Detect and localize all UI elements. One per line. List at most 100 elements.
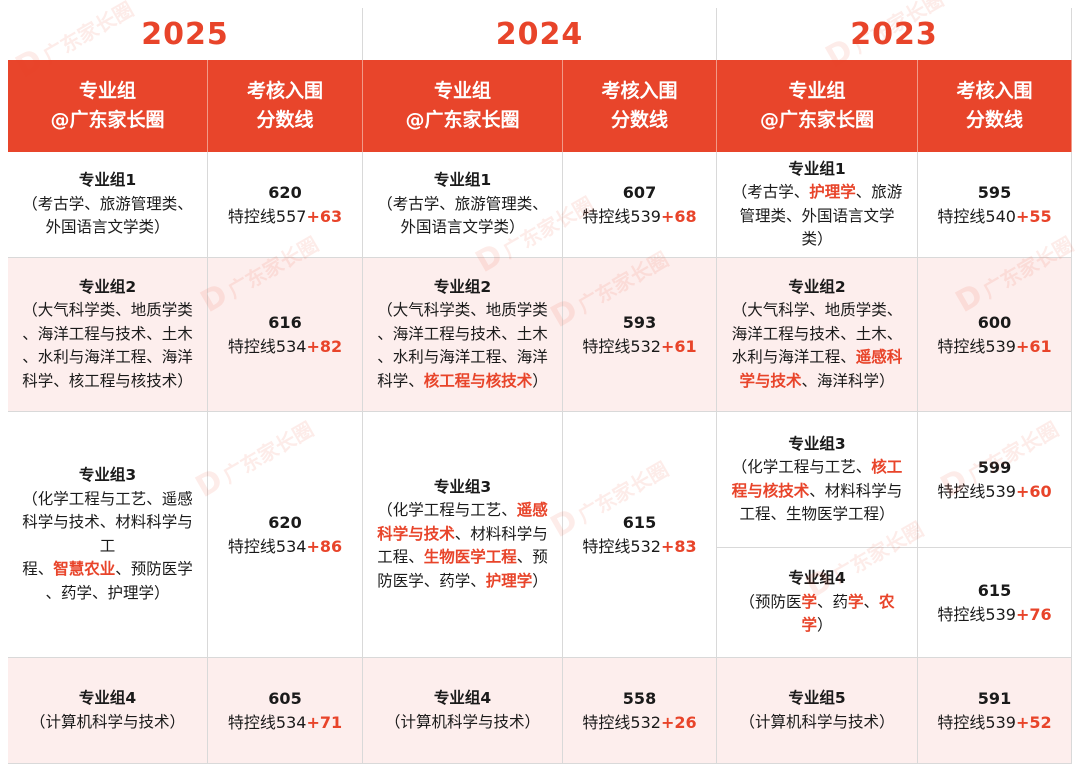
admission-score: 616 [268, 312, 302, 332]
subject-line: 、海洋工程与技术、土木 [377, 324, 548, 343]
admission-score: 595 [977, 182, 1012, 202]
admission-score: 620 [268, 512, 302, 532]
subject-line: （计算机科学与技术） [29, 712, 185, 731]
subject-line: 外国语言文学类） [400, 218, 525, 237]
admission-score: 605 [268, 688, 302, 708]
year-label: 2023 [850, 16, 938, 52]
subject-line: 科学、核工程与核技术） [377, 371, 548, 390]
year-label: 2024 [495, 16, 584, 52]
score-margin: 特控线539+52 [937, 711, 1051, 735]
margin-above-line: +76 [1015, 604, 1052, 624]
group-cell: 专业组3 （化学工程与工艺、遥感科学与技术、材料科学与工程、智慧农业、预防医学 、药… [8, 412, 208, 658]
score-cell: 605 特控线534+71 [208, 658, 363, 764]
group-cell: 专业组5 （计算机科学与技术） [717, 658, 918, 764]
score-margin: 特控线539+60 [937, 480, 1051, 504]
score-cell: 620 特控线557+63 [208, 152, 363, 258]
year-header: 2024 [363, 8, 717, 60]
control-line: 特控线534 [227, 336, 307, 356]
control-line: 特控线539 [937, 481, 1016, 501]
score-column-header: 考核入围 分数线 [208, 60, 363, 152]
group-cell: 专业组3 （化学工程与工艺、遥感 科学与技术、材料科学与 工程、生物医学工程、预 防医学… [363, 412, 563, 658]
control-line: 特控线532 [582, 712, 661, 732]
group-name: 专业组1 [78, 171, 137, 190]
score-cell: 615 特控线539+76 [918, 548, 1072, 658]
group-name: 专业组2 [433, 277, 492, 296]
subject-line: （化学工程与工艺、遥感 [377, 501, 548, 520]
subject-line: （考古学、旅游管理类、 [377, 194, 548, 213]
subject-line: （大气科学、地质学类、 [731, 301, 903, 320]
control-line: 特控线539 [937, 336, 1016, 356]
year-header: 2025 [8, 8, 363, 60]
group-cell: 专业组3 （化学工程与工艺、核工 程与核技术、材料科学与 工程、生物医学工程） [717, 412, 918, 548]
group-column-header: 专业组 @广东家长圈 [363, 60, 563, 152]
group-cell: 专业组1 （考古学、护理学、旅游 管理类、外国语言文学 类） [717, 152, 918, 258]
score-cell: 599 特控线539+60 [918, 412, 1072, 548]
margin-above-line: +52 [1015, 712, 1052, 732]
admission-score: 558 [622, 688, 657, 708]
subject-line: 程与核技术、材料科学与 [731, 481, 903, 500]
admission-score: 615 [622, 512, 657, 532]
margin-above-line: +71 [306, 712, 343, 732]
group-name: 专业组4 [788, 569, 846, 588]
margin-above-line: +68 [660, 206, 697, 226]
score-margin: 特控线534+82 [228, 335, 342, 359]
subject-line: 、水利与海洋工程、海洋 [377, 348, 548, 367]
control-line: 特控线539 [937, 604, 1016, 624]
score-header-title: 考核入围 [601, 80, 678, 102]
score-header-unit: 分数线 [965, 109, 1023, 131]
group-name: 专业组3 [78, 466, 137, 484]
score-margin: 特控线532+61 [582, 335, 696, 359]
group-cell: 专业组4 （计算机科学与技术） [8, 658, 208, 764]
score-margin: 特控线539+61 [937, 335, 1051, 359]
group-header-title: 专业组 [78, 80, 136, 102]
group-name: 专业组4 [78, 689, 137, 707]
group-cell: 专业组4 （预防医学、药学、农 学） [717, 548, 918, 658]
control-line: 特控线534 [227, 712, 307, 732]
admission-score: 591 [977, 688, 1012, 708]
score-cell: 615 特控线532+83 [563, 412, 717, 658]
group-column-header: 专业组 @广东家长圈 [717, 60, 918, 152]
margin-above-line: +60 [1015, 481, 1052, 501]
score-header-unit: 分数线 [256, 109, 314, 131]
subject-line: （化学工程与工艺、遥感 [22, 489, 193, 508]
group-name: 专业组2 [78, 277, 137, 296]
subject-line: 、药学、护理学） [45, 583, 170, 602]
group-cell: 专业组1 （考古学、旅游管理类、 外国语言文学类） [8, 152, 208, 258]
subject-line: 防医学、药学、护理学） [377, 571, 548, 590]
subject-line: 学与技术、海洋科学） [739, 371, 895, 390]
admission-score: 593 [622, 312, 657, 332]
control-line: 特控线534 [227, 536, 307, 556]
subject-line: （考古学、旅游管理类、 [22, 194, 193, 213]
margin-above-line: +83 [660, 536, 697, 556]
year-header: 2023 [717, 8, 1072, 60]
group-header-title: 专业组 [788, 80, 846, 102]
score-margin: 特控线557+63 [228, 205, 342, 229]
subject-line: 、海洋工程与技术、土木 [22, 324, 193, 343]
group-header-title: 专业组 [433, 80, 491, 102]
score-cell: 593 特控线532+61 [563, 258, 717, 412]
score-cell: 620 特控线534+86 [208, 412, 363, 658]
subject-line: 科学与技术、材料科学与工 [22, 513, 193, 555]
control-line: 特控线539 [937, 712, 1016, 732]
score-header-unit: 分数线 [610, 109, 668, 131]
subject-line: （计算机科学与技术） [739, 712, 895, 731]
score-margin: 特控线534+71 [228, 711, 342, 735]
control-line: 特控线540 [937, 206, 1016, 226]
subject-line: （化学工程与工艺、核工 [731, 458, 903, 476]
score-cell: 558 特控线532+26 [563, 658, 717, 764]
score-cell: 600 特控线539+61 [918, 258, 1072, 412]
subject-line: 外国语言文学类） [45, 218, 170, 237]
margin-above-line: +82 [306, 336, 343, 356]
group-cell: 专业组4 （计算机科学与技术） [363, 658, 563, 764]
score-margin: 特控线539+76 [937, 603, 1051, 627]
margin-above-line: +61 [660, 336, 697, 356]
subject-line: （大气科学类、地质学类 [377, 301, 548, 320]
control-line: 特控线532 [582, 536, 661, 556]
subject-line: （计算机科学与技术） [384, 712, 540, 731]
group-header-credit: @广东家长圈 [50, 109, 165, 131]
score-margin: 特控线534+86 [228, 535, 342, 559]
admission-score: 620 [268, 182, 302, 202]
group-cell: 专业组1 （考古学、旅游管理类、 外国语言文学类） [363, 152, 563, 258]
score-margin: 特控线532+83 [582, 535, 696, 559]
subject-line: 程、智慧农业、预防医学 [22, 560, 193, 578]
